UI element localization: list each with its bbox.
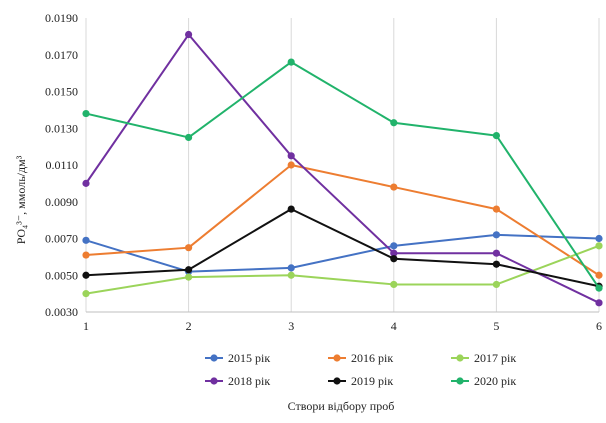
series-group xyxy=(82,30,603,307)
data-point xyxy=(287,271,295,279)
data-point xyxy=(287,161,295,169)
series-line xyxy=(85,61,600,289)
data-point xyxy=(492,231,500,239)
series xyxy=(82,30,603,307)
series-line xyxy=(85,164,600,277)
x-axis-title: Створи відбору проб xyxy=(288,399,395,413)
x-tick-label: 2 xyxy=(186,319,192,333)
series xyxy=(82,58,603,292)
legend-label: 2016 рік xyxy=(351,351,393,365)
legend-label: 2020 рік xyxy=(474,374,516,388)
data-point xyxy=(287,58,295,66)
data-point xyxy=(390,255,398,263)
data-point xyxy=(390,119,398,127)
data-point xyxy=(492,249,500,257)
x-tick-label: 4 xyxy=(391,319,397,333)
data-point xyxy=(390,280,398,289)
data-point xyxy=(82,236,90,244)
series-line xyxy=(85,33,600,304)
legend-label: 2015 рік xyxy=(228,351,270,365)
y-axis-title: PO₄³⁻, ммоль/дм³ xyxy=(14,155,28,244)
legend-swatch-marker xyxy=(210,377,218,385)
legend-label: 2019 рік xyxy=(351,374,393,388)
legend-item: 2015 рік xyxy=(205,351,270,365)
series-line xyxy=(85,208,600,288)
y-tick-label: 0.0070 xyxy=(45,232,78,246)
y-tick-label: 0.0170 xyxy=(45,48,78,62)
data-point xyxy=(82,290,90,298)
x-tick-label: 1 xyxy=(83,319,89,333)
y-tick-label: 0.0090 xyxy=(45,195,78,209)
data-point xyxy=(595,242,603,250)
data-point xyxy=(492,132,500,140)
data-point xyxy=(185,273,193,281)
legend-label: 2017 рік xyxy=(474,351,516,365)
series xyxy=(82,231,603,276)
data-point xyxy=(595,299,603,307)
data-point xyxy=(595,271,603,279)
legend-swatch-marker xyxy=(210,354,218,362)
legend-item: 2018 рік xyxy=(205,374,270,388)
data-point xyxy=(185,244,193,252)
data-point xyxy=(595,234,603,243)
y-tick-label: 0.0150 xyxy=(45,85,78,99)
series xyxy=(82,205,603,290)
data-point xyxy=(185,133,193,142)
data-point xyxy=(390,242,398,250)
y-tick-label: 0.0130 xyxy=(45,121,78,135)
y-tick-label: 0.0030 xyxy=(45,305,78,319)
data-point xyxy=(595,284,603,292)
x-tick-label: 3 xyxy=(288,319,294,333)
grid xyxy=(85,18,600,312)
series xyxy=(82,242,603,298)
legend-item: 2020 рік xyxy=(451,374,516,388)
legend-swatch-marker xyxy=(333,377,341,385)
legend-swatch-marker xyxy=(333,354,341,362)
x-tick-labels: 1 2 3 4 5 6 xyxy=(83,319,602,333)
data-point xyxy=(390,249,398,257)
data-point xyxy=(287,264,295,272)
legend-swatch-marker xyxy=(456,377,464,385)
data-point xyxy=(492,280,500,289)
series xyxy=(82,161,603,279)
data-point xyxy=(82,251,90,259)
data-point xyxy=(185,30,193,39)
y-tick-labels: 0.0030 0.0050 0.0070 0.0090 0.0110 0.0130 0.01… xyxy=(45,11,78,319)
legend-item: 2019 рік xyxy=(328,374,393,388)
data-point xyxy=(82,179,90,187)
y-tick-label: 0.0190 xyxy=(45,11,78,25)
data-point xyxy=(492,260,500,268)
data-point xyxy=(390,183,398,191)
legend: 2015 рік 2016 рік 2017 рік 2018 рік 2019 рік… xyxy=(205,351,516,388)
data-point xyxy=(287,152,295,160)
data-point xyxy=(185,266,193,274)
x-tick-label: 5 xyxy=(493,319,499,333)
series-line xyxy=(85,244,600,295)
y-tick-label: 0.0050 xyxy=(45,268,78,282)
legend-swatch-marker xyxy=(456,354,464,362)
data-point xyxy=(82,109,90,118)
legend-item: 2017 рік xyxy=(451,351,516,365)
series-line xyxy=(85,233,600,273)
data-point xyxy=(492,205,500,213)
legend-label: 2018 рік xyxy=(228,374,270,388)
legend-item: 2016 рік xyxy=(328,351,393,365)
data-point xyxy=(82,271,90,279)
y-tick-label: 0.0110 xyxy=(45,158,78,172)
x-tick-label: 6 xyxy=(596,319,602,333)
data-point xyxy=(287,205,295,213)
